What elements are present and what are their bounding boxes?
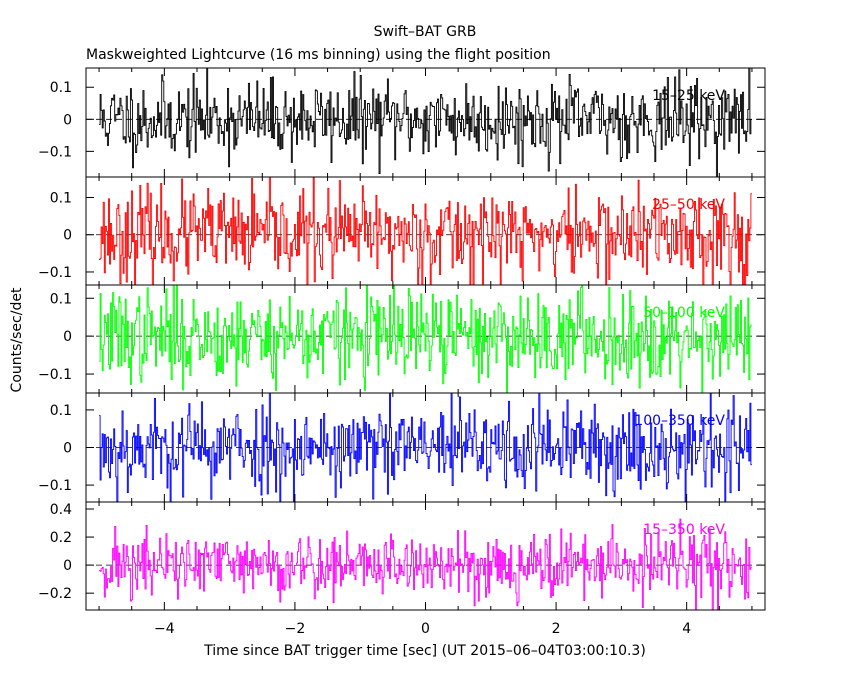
panel-3: 0.1 0 −0.1 100–350 keV <box>38 392 766 503</box>
x-tick-label: −4 <box>154 621 175 637</box>
y-tick-label: 0.2 <box>50 530 72 546</box>
y-tick-label: −0.1 <box>38 265 72 281</box>
band-label: 15–350 keV <box>643 522 725 538</box>
x-tick-label: 0 <box>421 621 430 637</box>
band-label: 100–350 keV <box>634 413 725 429</box>
x-axis-label: Time since BAT trigger time [sec] (UT 20… <box>203 643 646 659</box>
y-tick-label: −0.1 <box>38 478 72 494</box>
lightcurve-series <box>99 284 752 394</box>
y-tick-label: −0.2 <box>38 586 72 602</box>
lightcurve-series <box>99 392 752 503</box>
chart-title: Swift–BAT GRB <box>374 24 477 40</box>
y-tick-label: 0 <box>63 441 72 457</box>
y-tick-label: 0.1 <box>50 291 72 307</box>
x-tick-label: 4 <box>682 621 691 637</box>
y-tick-label: 0.1 <box>50 403 72 419</box>
y-tick-label: 0.1 <box>50 80 72 96</box>
lightcurve-series <box>99 518 752 611</box>
lightcurve-series <box>99 67 752 178</box>
band-label: 25–50 keV <box>652 197 725 213</box>
y-tick-label: 0 <box>63 558 72 574</box>
y-tick-label: 0.1 <box>50 190 72 206</box>
chart-subtitle: Maskweighted Lightcurve (16 ms binning) … <box>86 47 551 63</box>
band-label: 15–25 keV <box>652 88 725 104</box>
y-tick-label: 0 <box>63 228 72 244</box>
y-tick-label: −0.1 <box>38 144 72 160</box>
panel-2: 0.1 0 −0.1 50–100 keV <box>38 284 766 394</box>
panel-0: 0.1 0 −0.1 15–25 keV <box>38 67 766 178</box>
y-axis-label: Counts/sec/det <box>9 287 25 392</box>
y-tick-label: −0.1 <box>38 367 72 383</box>
panel-4: 0.4 0.2 0 −0.2 15–350 keV <box>38 501 766 611</box>
x-tick-label: 2 <box>552 621 561 637</box>
y-tick-label: 0 <box>63 112 72 128</box>
y-tick-label: 0 <box>63 329 72 345</box>
panel-1: 0.1 0 −0.1 25–50 keV <box>38 176 766 286</box>
lightcurve-series <box>99 176 752 286</box>
panel-frame <box>85 501 766 611</box>
y-tick-label: 0.4 <box>50 502 72 518</box>
band-label: 50–100 keV <box>643 305 725 321</box>
x-tick-label: −2 <box>285 621 306 637</box>
